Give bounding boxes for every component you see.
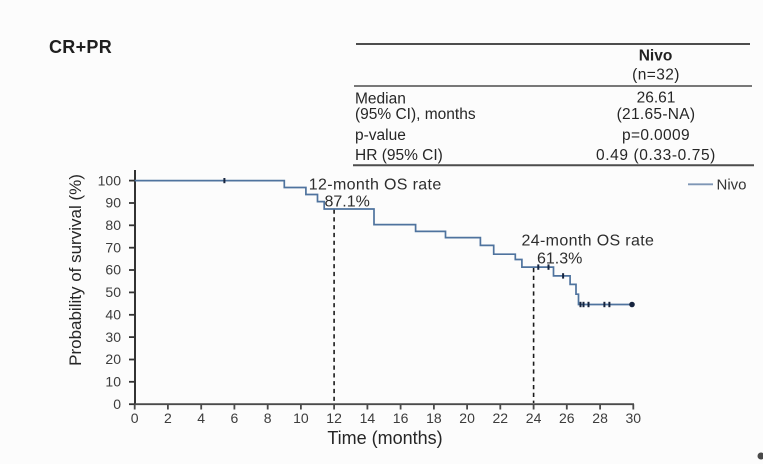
svg-text:60: 60 (105, 262, 121, 278)
svg-text:30: 30 (626, 410, 642, 426)
svg-text:61.3%: 61.3% (537, 251, 582, 268)
svg-text:p=0.0009: p=0.0009 (622, 127, 690, 144)
svg-text:80: 80 (105, 217, 121, 233)
svg-text:Median: Median (355, 91, 406, 108)
svg-text:22: 22 (493, 410, 509, 426)
svg-text:12: 12 (326, 410, 342, 426)
svg-text:p-value: p-value (355, 127, 406, 144)
svg-text:0: 0 (113, 396, 121, 412)
svg-text:6: 6 (231, 410, 239, 426)
svg-text:Probability of survival (%): Probability of survival (%) (66, 174, 85, 366)
svg-text:70: 70 (105, 239, 121, 255)
svg-text:50: 50 (105, 284, 121, 300)
svg-text:87.1%: 87.1% (325, 194, 370, 211)
svg-text:10: 10 (293, 410, 309, 426)
svg-text:90: 90 (105, 195, 121, 211)
svg-text:Nivo: Nivo (717, 177, 747, 194)
svg-text:100: 100 (98, 172, 122, 188)
svg-text:26.61: 26.61 (637, 90, 676, 107)
svg-text:24: 24 (526, 410, 542, 426)
svg-text:Time (months): Time (months) (327, 428, 442, 448)
svg-text:24-month OS rate: 24-month OS rate (522, 233, 655, 250)
svg-text:HR (95% CI): HR (95% CI) (355, 147, 443, 164)
svg-text:18: 18 (426, 410, 442, 426)
svg-text:(n=32): (n=32) (632, 67, 680, 84)
svg-text:20: 20 (459, 410, 475, 426)
svg-text:4: 4 (197, 410, 205, 426)
svg-text:0: 0 (131, 410, 139, 426)
svg-text:(95% CI), months: (95% CI), months (355, 106, 476, 123)
svg-text:(21.65-NA): (21.65-NA) (617, 106, 696, 123)
svg-text:28: 28 (592, 410, 608, 426)
svg-text:30: 30 (105, 329, 121, 345)
svg-text:20: 20 (105, 351, 121, 367)
svg-text:CR+PR: CR+PR (49, 37, 112, 57)
svg-text:8: 8 (264, 410, 272, 426)
svg-text:40: 40 (105, 307, 121, 323)
svg-text:2: 2 (164, 410, 172, 426)
svg-text:10: 10 (105, 374, 121, 390)
svg-text:0.49 (0.33-0.75): 0.49 (0.33-0.75) (596, 147, 716, 164)
svg-text:Nivo: Nivo (639, 47, 673, 64)
svg-text:16: 16 (393, 410, 409, 426)
svg-text:12-month OS rate: 12-month OS rate (309, 177, 442, 194)
svg-text:26: 26 (559, 410, 575, 426)
svg-text:14: 14 (360, 410, 376, 426)
